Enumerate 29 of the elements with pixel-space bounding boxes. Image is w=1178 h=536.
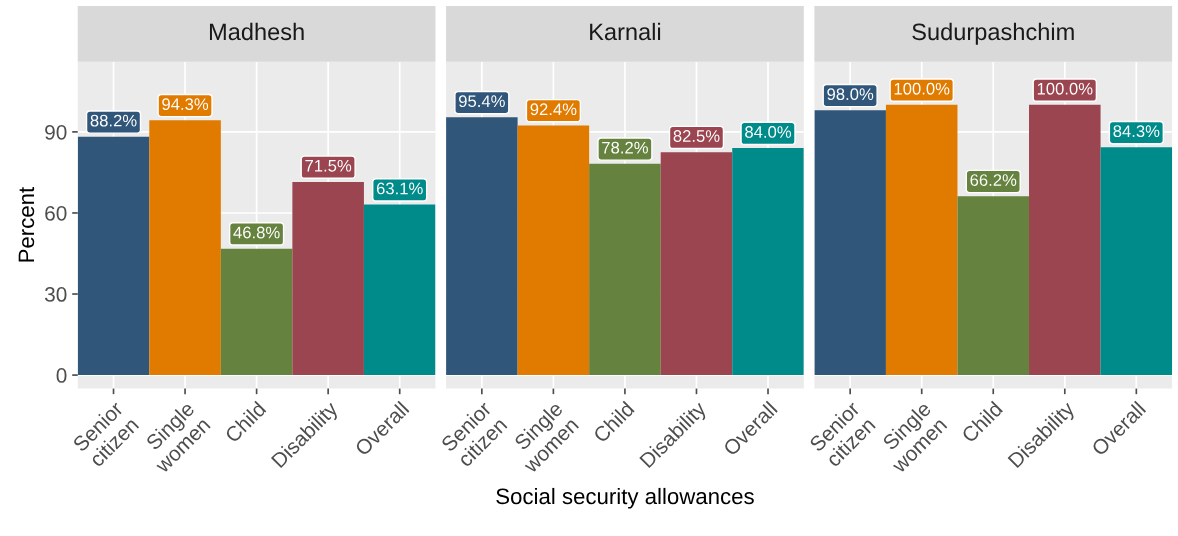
data-label: 100.0% — [1037, 82, 1093, 95]
y-tick-label: 0 — [56, 368, 67, 383]
data-label: 92.4% — [530, 103, 577, 116]
bar — [957, 196, 1030, 376]
data-label: 94.3% — [162, 98, 209, 111]
bar — [660, 152, 733, 376]
bar — [149, 120, 221, 376]
data-label: 78.2% — [602, 141, 648, 154]
y-tick-label: 60 — [45, 205, 67, 221]
y-axis-title: Percent — [18, 186, 35, 262]
data-label: 63.1% — [376, 182, 423, 195]
chart-title: Madhesh — [209, 22, 304, 41]
data-label: 71.5% — [305, 159, 352, 172]
data-label: 84.0% — [745, 126, 792, 138]
chart-title: Sudurpashchim — [912, 22, 1074, 45]
bar — [732, 148, 804, 376]
y-tick-label: 90 — [45, 124, 67, 140]
x-axis-title: Social security allowances — [496, 487, 754, 509]
data-label: 88.2% — [90, 114, 137, 127]
bar — [814, 110, 886, 376]
y-tick-label: 30 — [44, 287, 67, 302]
data-label: 82.5% — [673, 130, 720, 142]
data-label: 98.0% — [827, 88, 874, 101]
chart-title: Karnali — [590, 22, 661, 41]
data-label: 66.2% — [970, 174, 1017, 186]
data-label: 46.8% — [233, 226, 280, 239]
data-label: 84.3% — [1113, 125, 1160, 138]
data-label: 100.0% — [894, 82, 950, 95]
data-label: 95.4% — [458, 95, 505, 108]
